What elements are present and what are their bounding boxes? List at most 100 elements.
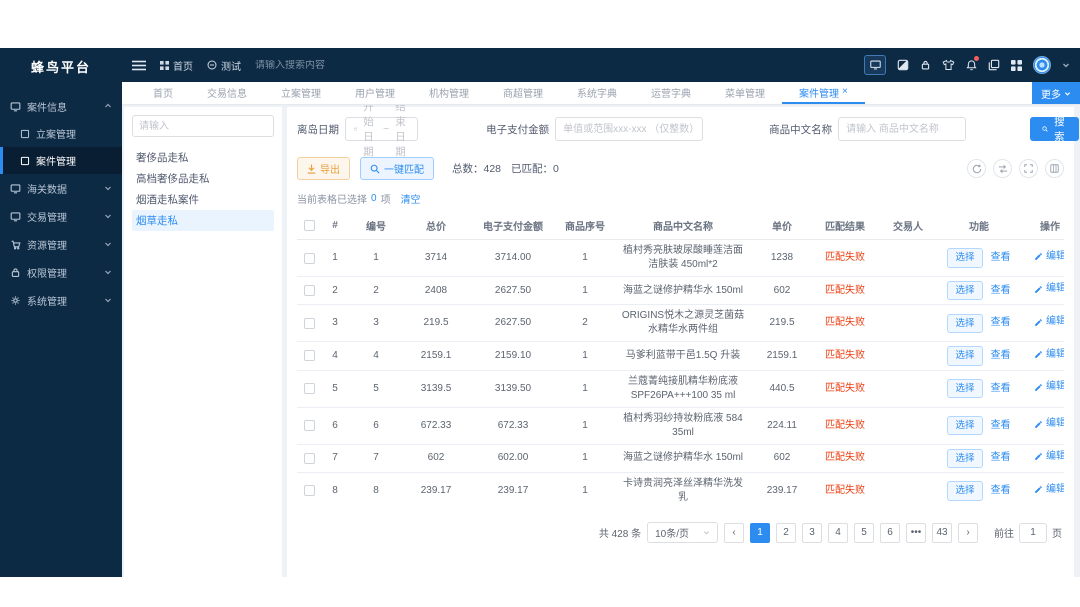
page-button[interactable]: 43 <box>932 522 952 543</box>
category-item[interactable]: 烟草走私 <box>132 210 274 231</box>
layers-button[interactable] <box>988 59 1000 71</box>
export-button[interactable]: 导出 <box>297 157 350 180</box>
edit-link[interactable]: 编辑 <box>1034 380 1064 394</box>
contrast-button[interactable] <box>897 59 909 71</box>
row-checkbox[interactable] <box>303 383 315 395</box>
sidebar-item-case-mgmt[interactable]: 案件管理 <box>0 147 122 174</box>
nav-home-chip[interactable]: 首页 <box>160 58 193 73</box>
select-button[interactable]: 选择 <box>947 448 983 468</box>
cell-price: 602 <box>753 444 811 473</box>
page-size-select[interactable]: 10条/页 <box>647 522 718 543</box>
category-item[interactable]: 烟酒走私案件 <box>132 189 274 210</box>
page-tab[interactable]: 系统字典 × <box>560 82 634 104</box>
view-link[interactable]: 查看 <box>990 484 1011 496</box>
sidebar-item-system-mgmt[interactable]: 系统管理 <box>0 286 122 314</box>
sidebar-item-label: 资源管理 <box>27 240 67 252</box>
row-checkbox[interactable] <box>303 452 315 464</box>
content-area: 奢侈品走私 高档奢侈品走私 烟酒走私案件 烟草走私 <box>122 101 1080 577</box>
page-tab[interactable]: 交易信息 × <box>190 82 264 104</box>
col-seq: 商品序号 <box>557 212 613 240</box>
page-tab[interactable]: 首页 × <box>136 82 190 104</box>
page-button[interactable]: 4 <box>828 522 848 543</box>
edit-link[interactable]: 编辑 <box>1034 483 1064 497</box>
sidebar-item-filing-mgmt[interactable]: 立案管理 <box>0 120 122 147</box>
prev-page-button[interactable]: ‹ <box>724 522 744 543</box>
edit-link[interactable]: 编辑 <box>1034 282 1064 296</box>
category-item[interactable]: 奢侈品走私 <box>132 147 274 168</box>
row-checkbox[interactable] <box>303 420 315 432</box>
row-checkbox[interactable] <box>303 485 315 497</box>
edit-link[interactable]: 编辑 <box>1034 450 1064 464</box>
page-button[interactable]: 6 <box>880 522 900 543</box>
row-checkbox[interactable] <box>303 317 315 329</box>
view-link[interactable]: 查看 <box>990 349 1011 361</box>
next-page-button[interactable]: › <box>958 522 978 543</box>
page-button[interactable]: 5 <box>854 522 874 543</box>
sidebar-item-trade-mgmt[interactable]: 交易管理 <box>0 202 122 230</box>
page-tab[interactable]: 商超管理 × <box>486 82 560 104</box>
column-settings-button[interactable] <box>1045 159 1064 178</box>
sidebar-item-permission-mgmt[interactable]: 权限管理 <box>0 258 122 286</box>
edit-link[interactable]: 编辑 <box>1034 417 1064 431</box>
edit-link[interactable]: 编辑 <box>1034 315 1064 329</box>
page-tab[interactable]: 立案管理 × <box>264 82 338 104</box>
edit-link[interactable]: 编辑 <box>1034 250 1064 264</box>
global-search-input[interactable] <box>255 59 425 71</box>
one-click-match-button[interactable]: 一键匹配 <box>360 157 434 180</box>
search-button[interactable]: 搜 索 <box>1030 116 1079 143</box>
select-button[interactable]: 选择 <box>947 346 983 366</box>
notifications-button[interactable] <box>966 56 979 71</box>
category-search-input[interactable] <box>132 115 274 137</box>
page-button[interactable]: 1 <box>750 522 770 543</box>
view-link[interactable]: 查看 <box>990 284 1011 296</box>
edit-link[interactable]: 编辑 <box>1034 348 1064 362</box>
name-filter-input[interactable] <box>838 117 967 141</box>
row-checkbox[interactable] <box>303 252 315 264</box>
category-item[interactable]: 高档奢侈品走私 <box>132 168 274 189</box>
sidebar-item-customs-data[interactable]: 海关数据 <box>0 174 122 202</box>
goto-page-input[interactable] <box>1019 522 1047 543</box>
select-button[interactable]: 选择 <box>947 248 983 268</box>
page-tab[interactable]: 机构管理 × <box>412 82 486 104</box>
theme-button[interactable] <box>942 59 955 71</box>
import-export-button[interactable] <box>993 159 1012 178</box>
tabs-more-button[interactable]: 更多 <box>1032 82 1080 104</box>
date-start-placeholder: 开始日期 <box>363 101 374 158</box>
amount-filter-input[interactable] <box>555 117 704 141</box>
avatar[interactable] <box>1033 56 1051 74</box>
view-link[interactable]: 查看 <box>990 317 1011 329</box>
refresh-button[interactable] <box>967 159 986 178</box>
select-button[interactable]: 选择 <box>947 481 983 501</box>
sidebar-item-resource-mgmt[interactable]: 资源管理 <box>0 230 122 258</box>
row-checkbox[interactable] <box>303 285 315 297</box>
page-tab[interactable]: 运营字典 × <box>634 82 708 104</box>
clear-selection-link[interactable]: 清空 <box>400 195 421 206</box>
page-button[interactable]: 3 <box>802 522 822 543</box>
chevron-down-icon[interactable] <box>1062 61 1070 69</box>
select-button[interactable]: 选择 <box>947 281 983 301</box>
close-tab-icon[interactable]: × <box>842 86 848 97</box>
apps-button[interactable] <box>1011 59 1022 71</box>
view-link[interactable]: 查看 <box>990 419 1011 431</box>
page-tab[interactable]: 案件管理 × <box>782 82 865 104</box>
page-button[interactable]: 2 <box>776 522 796 543</box>
view-link[interactable]: 查看 <box>990 382 1011 394</box>
lock-button[interactable] <box>920 59 931 71</box>
header-checkbox[interactable] <box>303 220 315 231</box>
date-range-picker[interactable]: 开始日期 ~ 结束日期 <box>345 101 419 158</box>
select-button[interactable]: 选择 <box>947 415 983 436</box>
page-tab[interactable]: 用户管理 × <box>338 82 412 104</box>
fullscreen-button[interactable] <box>1019 159 1038 178</box>
collapse-sidebar-button[interactable] <box>132 60 146 71</box>
nav-test-chip[interactable]: 测试 <box>207 58 241 73</box>
page-button[interactable]: ••• <box>906 522 926 543</box>
select-button[interactable]: 选择 <box>947 313 983 333</box>
select-button[interactable]: 选择 <box>947 378 983 399</box>
monitor-button[interactable] <box>864 55 886 75</box>
row-checkbox[interactable] <box>303 350 315 362</box>
sidebar-item-case-info[interactable]: 案件信息 <box>0 92 122 120</box>
view-link[interactable]: 查看 <box>990 251 1011 263</box>
view-link[interactable]: 查看 <box>990 452 1011 464</box>
page-tab[interactable]: 菜单管理 × <box>708 82 782 104</box>
